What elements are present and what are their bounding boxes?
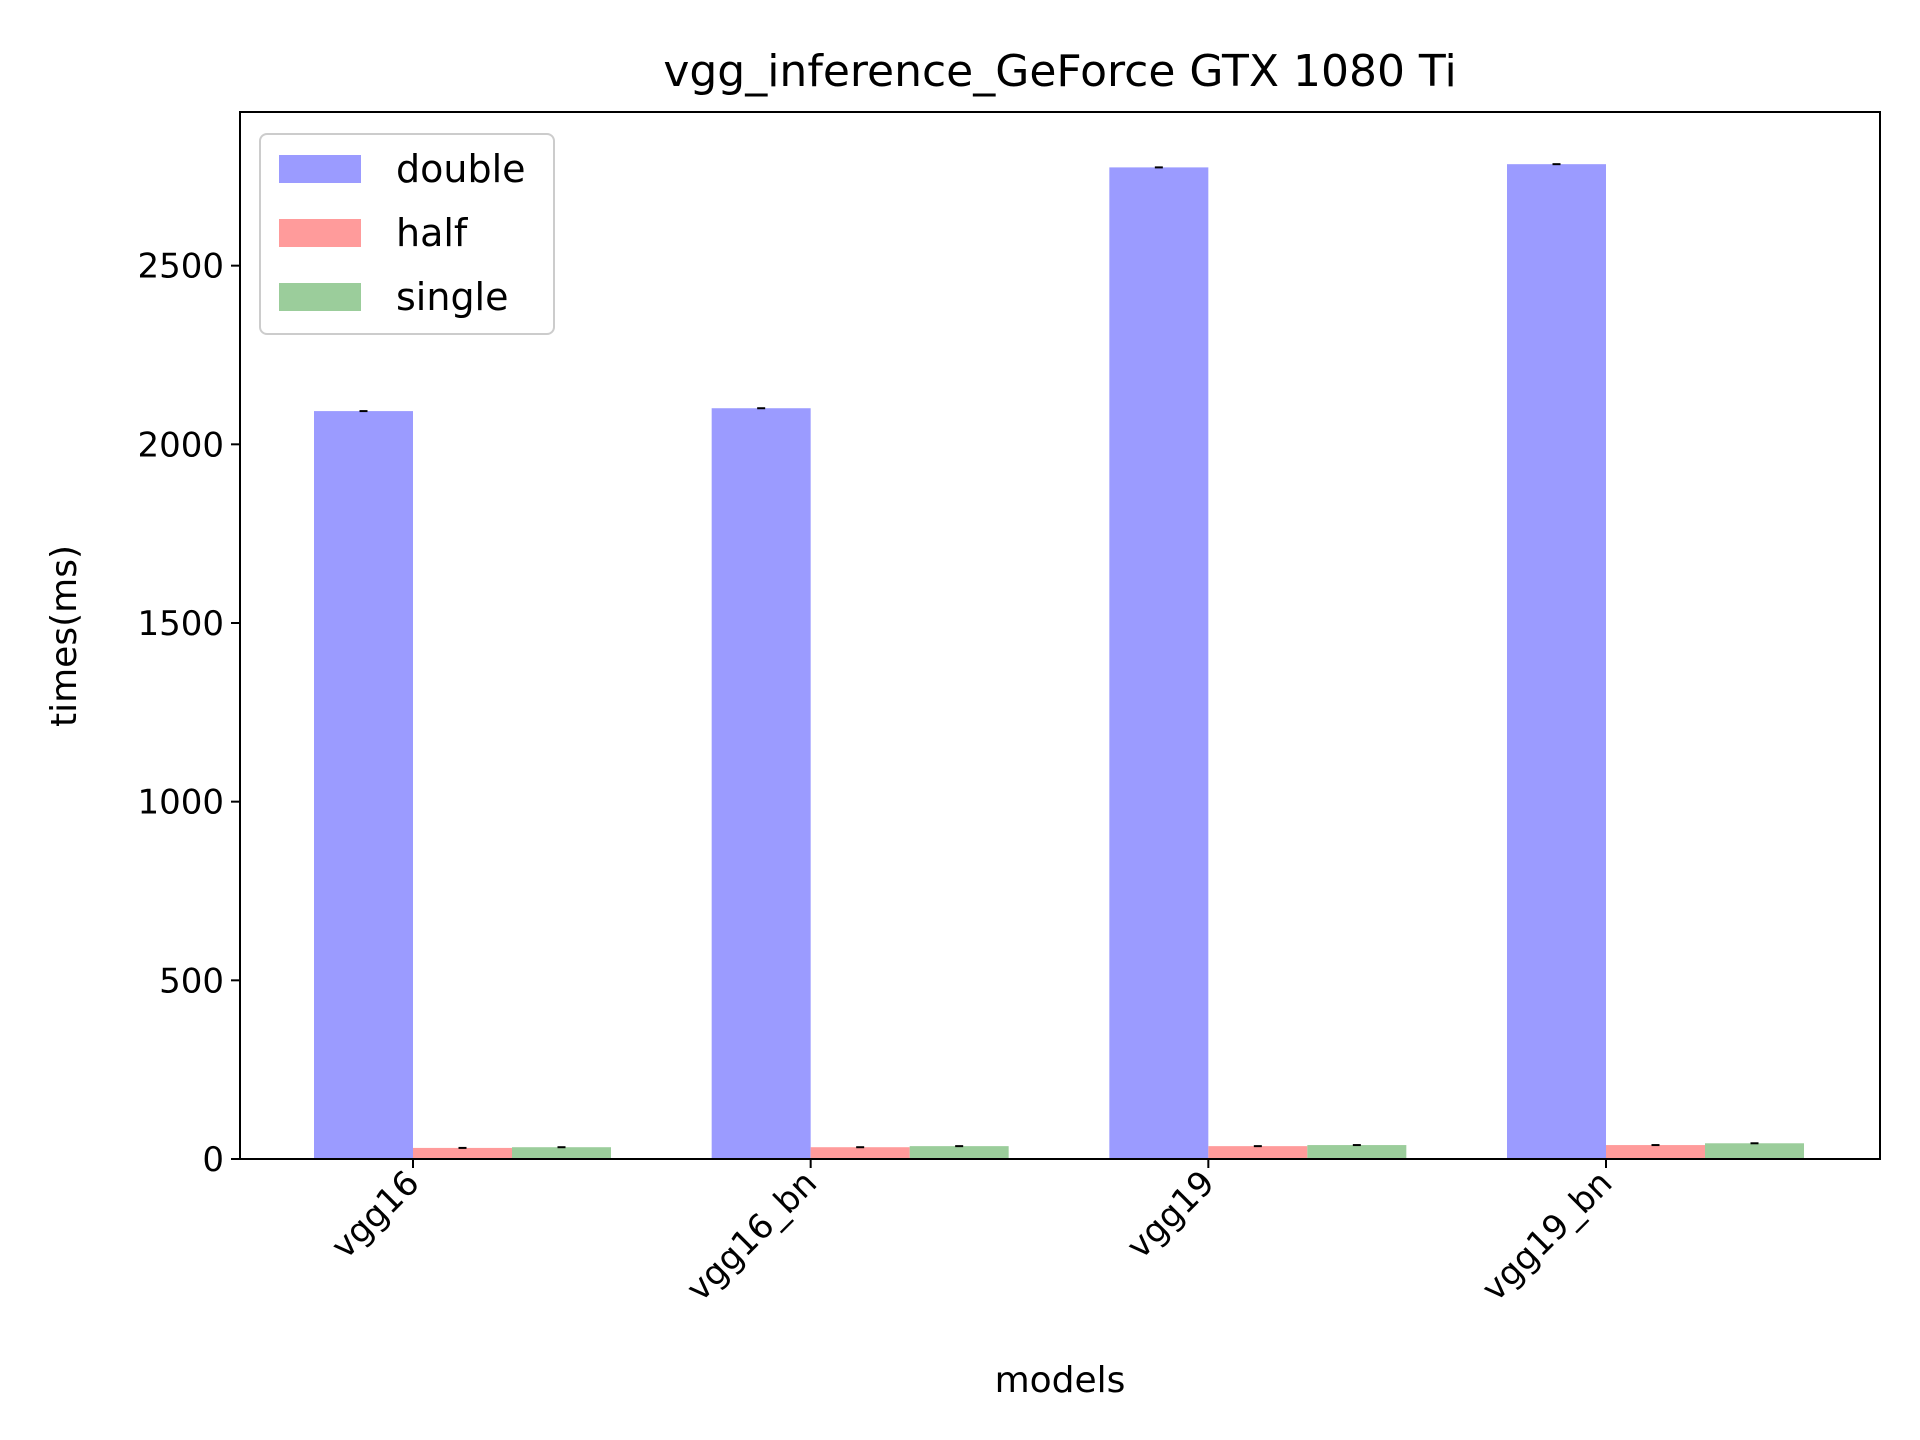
bar-single-vgg19_bn [1705,1143,1804,1159]
bar-double-vgg16_bn [711,408,811,1159]
y-tick-label: 1000 [137,783,224,823]
plot-frame [239,111,1881,1160]
bar-single-vgg16_bn [909,1146,1009,1159]
y-tick-label: 500 [159,961,224,1001]
legend-swatch-half [279,219,361,247]
bar-half-vgg16_bn [810,1147,910,1159]
y-tick-label: 2500 [137,247,224,287]
legend-swatch-double [279,155,361,183]
bar-double-vgg16 [314,411,413,1159]
legend-label-single: single [396,275,509,319]
y-tick-label: 1500 [137,604,224,644]
y-axis: 0 500 1000 1500 2000 2500 [137,247,240,1180]
legend-label-half: half [396,211,469,255]
legend: double half single [259,133,555,335]
legend-swatch-single [279,283,361,311]
bar-double-vgg19_bn [1507,164,1606,1159]
bar-double-vgg19 [1109,167,1209,1159]
bars-group [314,164,1804,1159]
bar-single-vgg19 [1307,1145,1407,1159]
bar-half-vgg16 [413,1147,512,1159]
bar-half-vgg19_bn [1606,1145,1705,1159]
chart-title: vgg_inference_GeForce GTX 1080 Ti [663,46,1456,97]
y-tick-label: 0 [202,1140,224,1180]
legend-items: double half single [279,147,526,319]
legend-label-double: double [396,147,526,191]
bar-half-vgg19 [1208,1146,1308,1159]
y-tick-label: 2000 [137,425,224,465]
x-axis-label: models [995,1360,1126,1401]
bar-single-vgg16 [512,1147,611,1159]
error-bars-group [359,163,1759,1149]
y-axis-label: times(ms) [44,545,85,727]
